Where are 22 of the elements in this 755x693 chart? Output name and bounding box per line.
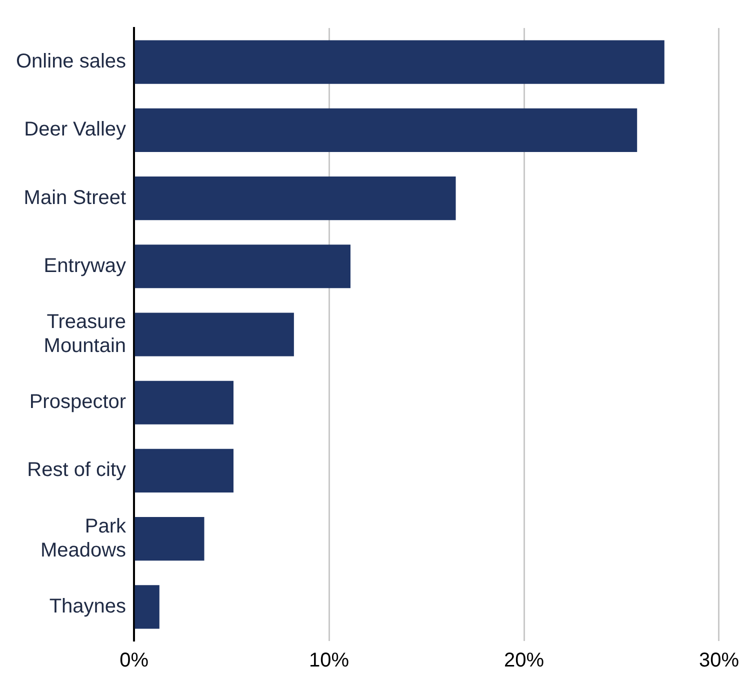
bar: [134, 380, 234, 424]
y-tick-label: Treasure Mountain: [44, 311, 126, 358]
bar: [134, 176, 456, 220]
bar: [134, 448, 234, 493]
x-tick-label: 0%: [120, 650, 149, 672]
bar: [134, 517, 204, 561]
x-tick-label: 20%: [504, 650, 544, 672]
bar: [134, 40, 664, 84]
y-tick-label: Park Meadows: [40, 515, 128, 562]
x-tick-label: 30%: [698, 650, 740, 672]
bar: [134, 244, 350, 288]
y-tick-label: Thaynes: [49, 595, 126, 618]
bar: [134, 312, 294, 356]
bar: [134, 585, 160, 629]
y-tick-label: Prospector: [29, 391, 126, 414]
y-tick-label: Entryway: [44, 254, 126, 277]
y-tick-label: Rest of city: [27, 459, 126, 482]
x-tick-label: 10%: [309, 650, 350, 672]
bar: [134, 108, 638, 152]
y-tick-label: Deer Valley: [24, 118, 126, 141]
y-tick-label: Online sales: [16, 50, 126, 73]
y-tick-label: Main Street: [24, 186, 126, 209]
